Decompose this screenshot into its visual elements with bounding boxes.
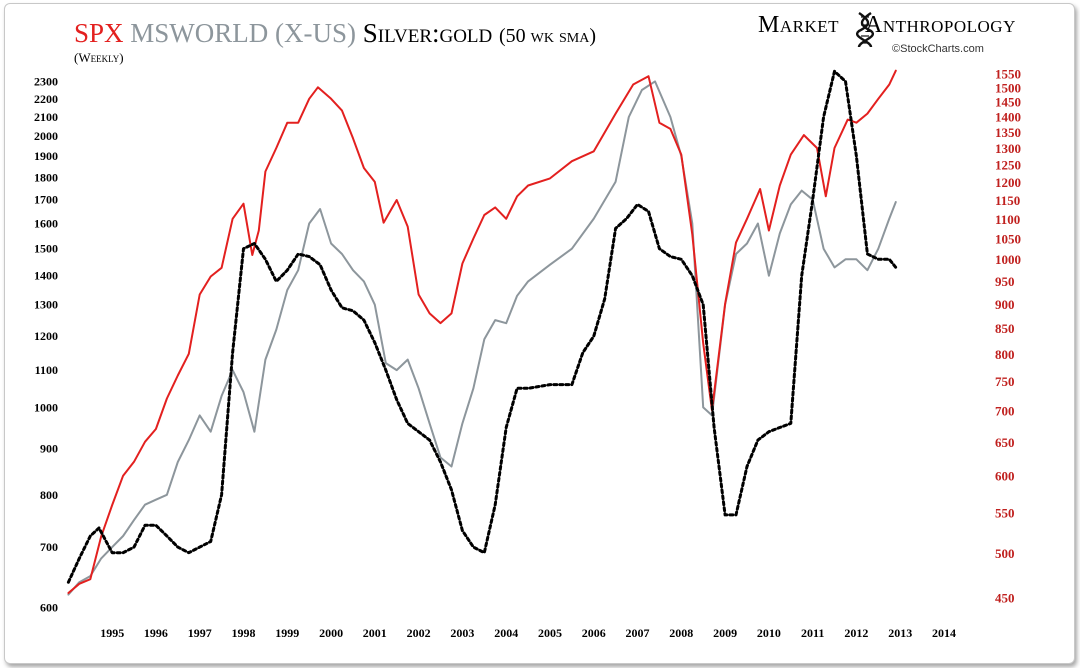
right-tick-label: 1500 <box>995 80 1021 95</box>
left-tick-label: 1000 <box>34 400 58 414</box>
right-tick-label: 1400 <box>995 110 1021 125</box>
left-tick-label: 2100 <box>34 110 58 124</box>
left-tick-label: 600 <box>40 600 58 614</box>
x-tick-label: 2008 <box>669 626 693 640</box>
brand-left-word: Market <box>758 12 840 38</box>
right-tick-label: 1250 <box>995 158 1021 173</box>
x-tick-label: 2003 <box>450 626 474 640</box>
right-tick-label: 1450 <box>995 95 1021 110</box>
right-axis: 450 500 550 600 650 700 750 800 850 900 950 1000 105… <box>995 66 1021 605</box>
right-tick-label: 1000 <box>995 252 1021 267</box>
right-tick-label: 700 <box>995 403 1015 418</box>
right-tick-label: 1350 <box>995 125 1021 140</box>
right-tick-label: 900 <box>995 297 1015 312</box>
chart-subtitle: (Weekly) <box>74 50 124 65</box>
left-tick-label: 1700 <box>34 193 58 207</box>
left-tick-label: 1300 <box>34 298 58 312</box>
title-sma: (50 wk sma) <box>499 25 597 47</box>
x-tick-label: 2014 <box>932 626 956 640</box>
chart-frame <box>4 3 1075 664</box>
left-tick-label: 2200 <box>34 92 58 106</box>
x-tick-label: 2000 <box>319 626 343 640</box>
left-tick-label: 1500 <box>34 242 58 256</box>
x-tick-label: 2004 <box>494 626 518 640</box>
x-tick-label: 2010 <box>757 626 781 640</box>
left-axis: 600 700 800 900 1000 1100 1200 1300 1400 1500 1600… <box>34 74 58 614</box>
x-tick-label: 2012 <box>844 626 868 640</box>
dna-helix-icon <box>856 12 874 48</box>
left-tick-label: 900 <box>40 442 58 456</box>
right-tick-label: 550 <box>995 506 1015 521</box>
x-tick-label: 2011 <box>801 626 824 640</box>
left-tick-label: 2300 <box>34 74 58 88</box>
left-tick-label: 1100 <box>35 363 58 377</box>
brand-right-word: Anthropology <box>865 12 1016 38</box>
right-tick-label: 1300 <box>995 141 1021 156</box>
right-tick-label: 850 <box>995 321 1015 336</box>
plot-area <box>66 69 898 596</box>
title-spx: SPX <box>74 18 124 48</box>
x-tick-label: 1995 <box>100 626 124 640</box>
series-line-msworld <box>67 80 897 596</box>
x-tick-label: 2009 <box>713 626 737 640</box>
x-tick-label: 2002 <box>407 626 431 640</box>
x-tick-label: 2001 <box>363 626 387 640</box>
left-tick-label: 700 <box>40 540 58 554</box>
right-tick-label: 1100 <box>995 212 1020 227</box>
x-tick-label: 1996 <box>144 626 168 640</box>
right-tick-label: 600 <box>995 469 1015 484</box>
x-axis: 1995 1996 1997 1998 1999 2000 2001 2002 2003 2004… <box>100 626 956 640</box>
right-tick-label: 450 <box>995 591 1015 606</box>
left-tick-label: 1200 <box>34 329 58 343</box>
right-tick-label: 500 <box>995 546 1015 561</box>
credit-text: ©StockCharts.com <box>892 43 984 55</box>
right-tick-label: 1050 <box>995 232 1021 247</box>
right-tick-label: 1200 <box>995 175 1021 190</box>
x-tick-label: 2007 <box>626 626 650 640</box>
right-tick-label: 750 <box>995 374 1015 389</box>
series-line-silver-gold <box>66 69 898 584</box>
right-tick-label: 950 <box>995 274 1015 289</box>
x-tick-label: 1999 <box>275 626 299 640</box>
right-tick-label: 800 <box>995 347 1015 362</box>
title-msworld: MSWORLD (X-US) <box>130 18 357 48</box>
brand-wordmark: Market Anthropology <box>758 12 1016 39</box>
right-tick-label: 1150 <box>995 193 1020 208</box>
title-silver-gold: Silver:gold <box>362 18 493 48</box>
left-tick-label: 1600 <box>34 217 58 231</box>
x-tick-label: 1997 <box>188 626 212 640</box>
left-tick-label: 800 <box>40 488 58 502</box>
x-tick-label: 2005 <box>538 626 562 640</box>
chart-title: SPX MSWORLD (X-US) Silver:gold (50 wk sm… <box>74 18 596 51</box>
right-tick-label: 650 <box>995 435 1015 450</box>
x-tick-label: 2013 <box>888 626 912 640</box>
left-tick-label: 2000 <box>34 129 58 143</box>
right-tick-label: 1550 <box>995 66 1021 81</box>
left-tick-label: 1400 <box>34 269 58 283</box>
left-tick-label: 1900 <box>34 149 58 163</box>
left-tick-label: 1800 <box>34 170 58 184</box>
series-line-spx <box>67 69 897 594</box>
x-tick-label: 2006 <box>582 626 606 640</box>
x-tick-label: 1998 <box>232 626 256 640</box>
